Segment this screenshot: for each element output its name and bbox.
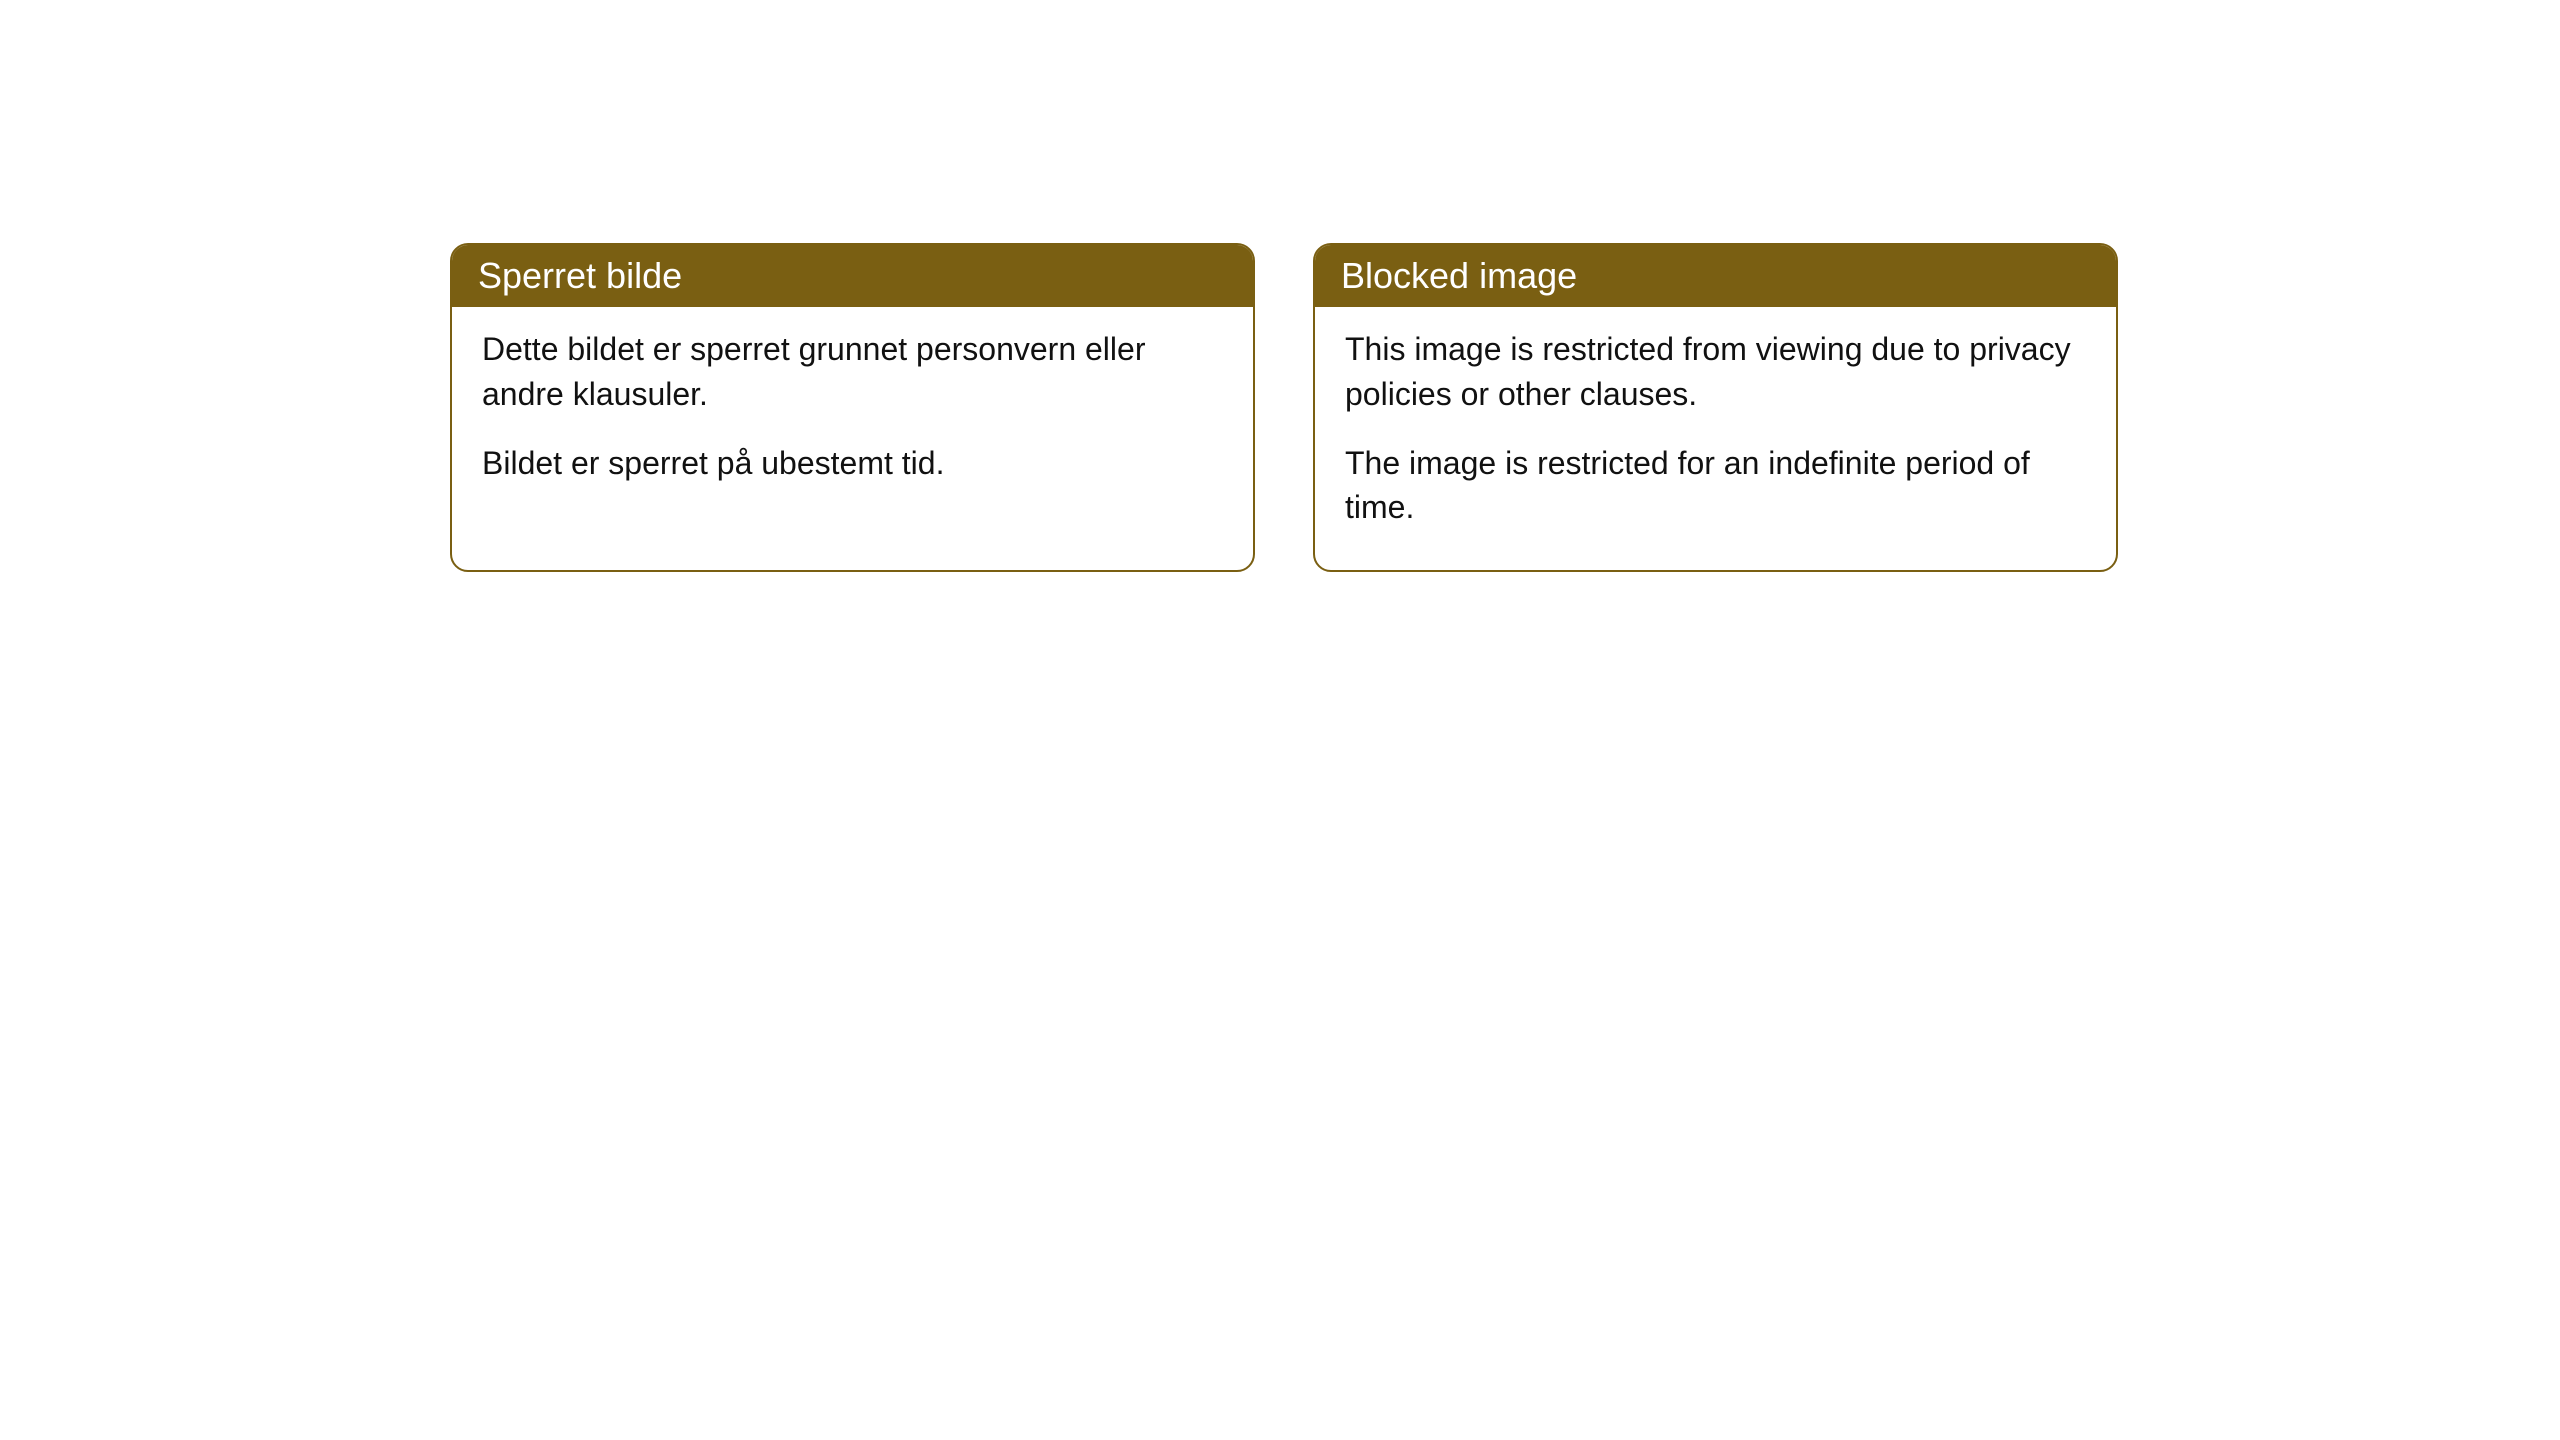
notice-title: Sperret bilde <box>478 255 682 296</box>
notice-paragraph: Bildet er sperret på ubestemt tid. <box>482 441 1223 486</box>
notice-title: Blocked image <box>1341 255 1577 296</box>
notice-header-english: Blocked image <box>1315 245 2116 307</box>
notice-header-norwegian: Sperret bilde <box>452 245 1253 307</box>
notice-paragraph: Dette bildet er sperret grunnet personve… <box>482 327 1223 417</box>
notice-paragraph: The image is restricted for an indefinit… <box>1345 441 2086 531</box>
notice-body-english: This image is restricted from viewing du… <box>1315 307 2116 570</box>
notice-container: Sperret bilde Dette bildet er sperret gr… <box>450 243 2118 572</box>
notice-card-english: Blocked image This image is restricted f… <box>1313 243 2118 572</box>
notice-paragraph: This image is restricted from viewing du… <box>1345 327 2086 417</box>
notice-body-norwegian: Dette bildet er sperret grunnet personve… <box>452 307 1253 525</box>
notice-card-norwegian: Sperret bilde Dette bildet er sperret gr… <box>450 243 1255 572</box>
